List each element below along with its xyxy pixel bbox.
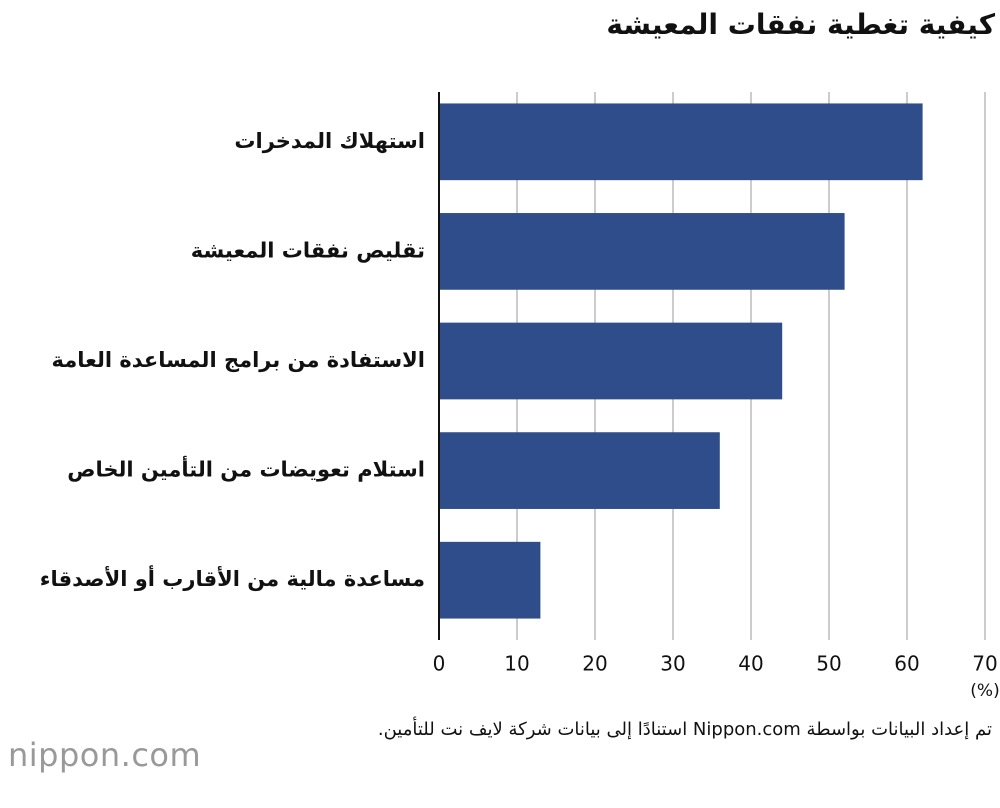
chart-title: كيفية تغطية نفقات المعيشة bbox=[606, 8, 995, 41]
bar bbox=[439, 541, 541, 619]
footnote: تم إعداد البيانات بواسطة Nippon.com استن… bbox=[377, 719, 992, 740]
y-tick-label: تقليص نفقات المعيشة bbox=[191, 238, 425, 262]
y-tick-label: استهلاك المدخرات bbox=[234, 129, 425, 153]
x-tick-label: 0 bbox=[433, 652, 446, 676]
bar bbox=[439, 322, 783, 400]
y-tick-label: استلام تعويضات من التأمين الخاص bbox=[67, 455, 425, 482]
x-tick-label: 70 bbox=[972, 652, 997, 676]
y-tick-label: مساعدة مالية من الأقارب أو الأصدقاء bbox=[40, 564, 425, 591]
bar bbox=[439, 103, 923, 181]
y-tick-label: الاستفادة من برامج المساعدة العامة bbox=[51, 348, 425, 372]
x-unit: (%) bbox=[970, 681, 999, 701]
x-tick-label: 20 bbox=[582, 652, 607, 676]
x-tick-label: 60 bbox=[894, 652, 919, 676]
x-tick-label: 50 bbox=[816, 652, 841, 676]
x-tick-label: 10 bbox=[504, 652, 529, 676]
bar bbox=[439, 432, 720, 509]
x-tick-label: 40 bbox=[738, 652, 763, 676]
x-tick-label: 30 bbox=[660, 652, 685, 676]
bar bbox=[439, 213, 845, 290]
logo: nippon.com bbox=[8, 736, 202, 774]
